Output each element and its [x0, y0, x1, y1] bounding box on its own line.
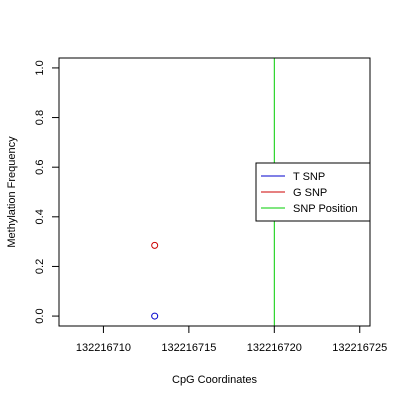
- y-tick-label: 0.6: [34, 160, 46, 175]
- legend-label-t-snp: T SNP: [293, 171, 325, 183]
- y-tick-label: 0.8: [34, 110, 46, 125]
- x-tick-label: 132216725: [332, 342, 387, 354]
- x-axis: 132216710 132216715 132216720 132216725: [76, 325, 387, 354]
- x-tick-label: 132216720: [247, 342, 302, 354]
- x-axis-label: CpG Coordinates: [172, 374, 257, 386]
- y-tick-label: 0.0: [34, 308, 46, 323]
- x-tick-label: 132216710: [76, 342, 131, 354]
- y-tick-label: 1.0: [34, 60, 46, 75]
- t-snp-point: [151, 312, 159, 320]
- g-snp-point: [151, 241, 159, 249]
- y-tick-label: 0.4: [34, 209, 46, 224]
- legend: T SNP G SNP SNP Position: [255, 162, 371, 222]
- y-axis-label: Methylation Frequency: [6, 136, 18, 248]
- legend-label-snp-position: SNP Position: [293, 203, 358, 215]
- legend-label-g-snp: G SNP: [293, 187, 327, 199]
- y-tick-label: 0.2: [34, 259, 46, 274]
- x-tick-label: 132216715: [161, 342, 216, 354]
